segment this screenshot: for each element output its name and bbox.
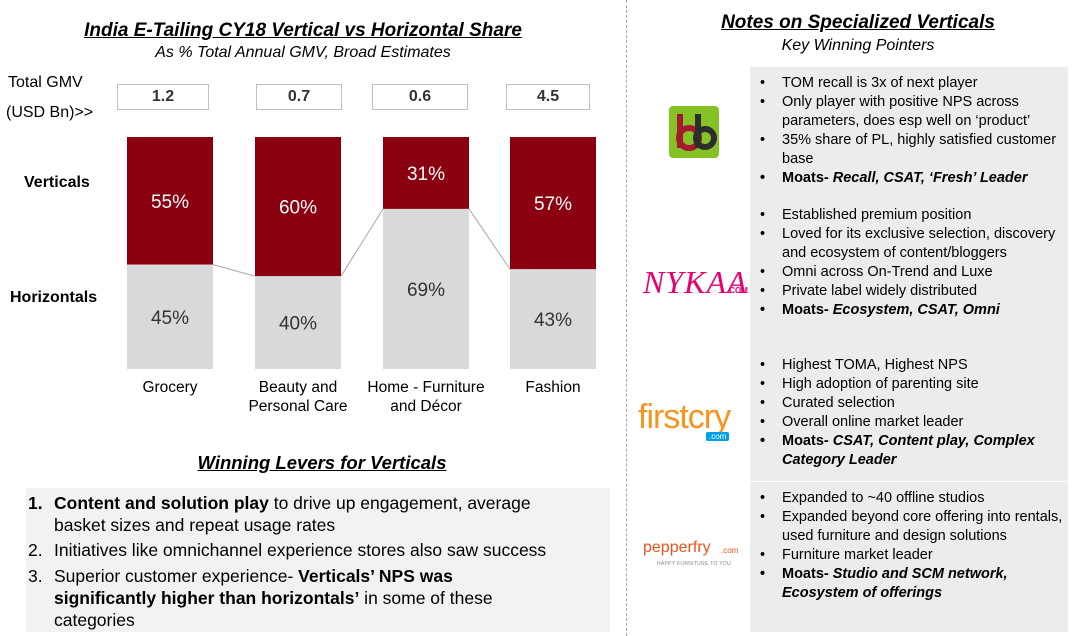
connector-line [212, 264, 256, 277]
moat-bullet: Moats- Studio and SCM network, Ecosystem… [750, 565, 1068, 603]
lever-1-text: to drive up engagement, average [268, 493, 531, 513]
moat-label: Moats- [782, 170, 829, 186]
pepperfry-logo-tagline: HAPPY FURNITURE TO YOU [657, 561, 732, 567]
firstcry-logo-text: firstcry [638, 398, 731, 436]
notes-subtitle: Key Winning Pointers [781, 37, 935, 54]
gmv-label-line2: (USD Bn)>> [6, 104, 94, 121]
note-bullet: Furniture market leader [750, 546, 1068, 565]
bar-horizontals-home [383, 208, 469, 369]
levers-title: Winning Levers for Verticals [197, 452, 447, 473]
connector-line [468, 208, 511, 270]
bigbasket-logo-mark [676, 114, 717, 151]
nykaa-logo-text: NYKAA [643, 264, 748, 300]
moat-text: Recall, CSAT, ‘Fresh’ Leader [828, 170, 1028, 186]
note-bullet: Overall online market leader [750, 413, 1068, 432]
note-panel-nykaa: Established premium position Loved for i… [750, 199, 1068, 349]
value-label-verticals-grocery: 55% [151, 192, 189, 213]
note-panel-bigbasket: TOM recall is 3x of next player Only pla… [750, 67, 1068, 201]
category-label-home: Home - Furniture and Décor [367, 379, 485, 415]
firstcry-logo: firstcry .com [638, 398, 750, 446]
bar-horizontals-grocery [127, 264, 213, 369]
note-bullet: TOM recall is 3x of next player [750, 74, 1068, 93]
moat-label: Moats- [782, 566, 829, 582]
note-bullet: Only player with positive NPS across par… [750, 93, 1068, 131]
pepperfry-logo-suffix: .com [721, 546, 739, 555]
nykaa-logo: NYKAA .COM [643, 262, 749, 306]
notes-title: Notes on Specialized Verticals [721, 12, 995, 33]
row-label-horizontals: Horizontals [10, 289, 98, 306]
moat-text: Studio and SCM network, Ecosystem of off… [782, 566, 1008, 601]
lever-3: 3. Superior customer experience- Vertical… [28, 565, 493, 631]
gmv-value-grocery: 1.2 [117, 84, 209, 110]
bar-verticals-grocery [127, 137, 213, 265]
firstcry-logo-suffix: .com [706, 432, 730, 441]
note-bullet: Loved for its exclusive selection, disco… [750, 225, 1068, 263]
bar-verticals-beauty [255, 137, 341, 277]
nykaa-logo-suffix: .COM [727, 286, 748, 295]
value-label-horizontals-beauty: 40% [279, 314, 317, 335]
levers-box [26, 488, 610, 632]
category-label-beauty: Beauty and Personal Care [248, 379, 348, 415]
bar-verticals-home [383, 137, 469, 209]
value-label-verticals-home: 31% [407, 164, 445, 185]
moat-label: Moats- [782, 302, 829, 318]
note-bullet: Expanded beyond core offering into renta… [750, 508, 1068, 546]
value-label-verticals-fashion: 57% [534, 194, 572, 215]
value-label-horizontals-fashion: 43% [534, 310, 572, 331]
bar-horizontals-fashion [510, 269, 596, 369]
lever-1: 1. Content and solution play to drive up … [28, 492, 531, 536]
note-panel-firstcry: Highest TOMA, Highest NPS High adoption … [750, 348, 1068, 481]
lever-1-text-line2: basket sizes and repeat usage rates [54, 515, 336, 535]
section-divider [626, 0, 627, 636]
lever-2-number: 2. [28, 540, 43, 560]
gmv-value-home: 0.6 [372, 84, 468, 110]
pepperfry-logo: pepperfry .com HAPPY FURNITURE TO YOU [643, 539, 749, 573]
lever-1-bold: Content and solution play [54, 493, 269, 513]
gmv-value-fashion: 4.5 [506, 84, 590, 110]
gmv-label-line1: Total GMV [8, 74, 83, 91]
note-bullet: 35% share of PL, highly satisfied custom… [750, 131, 1068, 169]
bigbasket-logo [669, 106, 719, 158]
stacked-bar-chart: 55% 45% 60% 40% 31% 69% 57% 43% [127, 137, 596, 369]
lever-3-bold: Verticals’ NPS was [298, 566, 453, 586]
note-bullet: High adoption of parenting site [750, 375, 1068, 394]
lever-3-number: 3. [28, 566, 43, 586]
gmv-value-beauty: 0.7 [256, 84, 342, 110]
chart-subtitle: As % Total Annual GMV, Broad Estimates [155, 44, 451, 61]
note-bullet: Curated selection [750, 394, 1068, 413]
category-label-grocery: Grocery [142, 379, 198, 396]
note-panel-pepperfry: Expanded to ~40 offline studios Expanded… [750, 482, 1068, 632]
note-bullet: Highest TOMA, Highest NPS [750, 356, 1068, 375]
category-label-fashion: Fashion [525, 379, 581, 396]
bar-verticals-fashion [510, 137, 596, 270]
moat-bullet: Moats- Recall, CSAT, ‘Fresh’ Leader [750, 169, 1068, 188]
value-label-verticals-beauty: 60% [279, 198, 317, 219]
chart-title: India E-Tailing CY18 Vertical vs Horizon… [84, 20, 522, 41]
moat-bullet: Moats- Ecosystem, CSAT, Omni [750, 301, 1068, 320]
connector-line [340, 208, 384, 277]
note-bullet: Omni across On-Trend and Luxe [750, 263, 1068, 282]
moat-label: Moats- [782, 433, 829, 449]
lever-3-bold-line2: significantly higher than horizontals’ [54, 588, 360, 608]
row-label-verticals: Verticals [24, 174, 90, 191]
pepperfry-logo-text: pepperfry [643, 539, 711, 556]
value-label-horizontals-home: 69% [407, 280, 445, 301]
value-label-horizontals-grocery: 45% [151, 308, 189, 329]
note-bullet: Expanded to ~40 offline studios [750, 489, 1068, 508]
lever-3-text-line3: categories [54, 610, 135, 630]
lever-1-number: 1. [28, 493, 43, 513]
moat-bullet: Moats- CSAT, Content play, Complex Categ… [750, 432, 1068, 470]
lever-2-text: Initiatives like omnichannel experience … [54, 540, 547, 560]
note-bullet: Private label widely distributed [750, 282, 1068, 301]
lever-2: 2. Initiatives like omnichannel experienc… [28, 539, 546, 561]
note-bullet: Established premium position [750, 206, 1068, 225]
moat-text: CSAT, Content play, Complex Category Lea… [782, 433, 1035, 468]
lever-3-text-line2: in some of these [359, 588, 493, 608]
bar-horizontals-beauty [255, 276, 341, 369]
moat-text: Ecosystem, CSAT, Omni [828, 302, 1000, 318]
lever-3-text: Superior customer experience- [54, 566, 299, 586]
